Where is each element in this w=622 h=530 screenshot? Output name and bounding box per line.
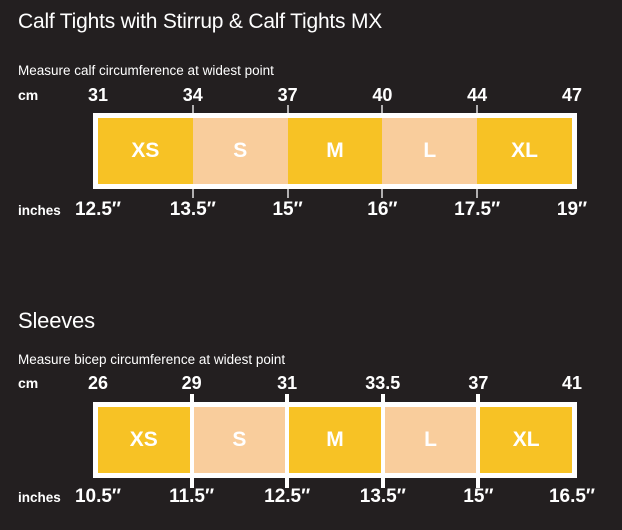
boundary-tick xyxy=(285,394,290,404)
size-bar: XS S M L XL xyxy=(93,402,577,478)
boundary-tick xyxy=(476,476,481,488)
scale-value: 15″ xyxy=(463,486,494,507)
size-segment-l: L xyxy=(382,118,478,184)
scale-value: 16″ xyxy=(367,199,398,220)
scale-value: 29 xyxy=(181,373,202,393)
boundary-tick xyxy=(191,105,194,113)
size-segment-l: L xyxy=(384,407,477,473)
scale-value: 47 xyxy=(561,85,583,105)
size-segment-xs: XS xyxy=(98,407,190,473)
scale-value: 17.5″ xyxy=(454,199,501,220)
size-label: XS xyxy=(131,139,160,162)
boundary-tick xyxy=(380,394,385,404)
size-label: L xyxy=(424,428,437,451)
size-segment-s: S xyxy=(192,118,288,184)
cm-scale-row: cm 31 34 37 40 44 47 xyxy=(0,84,622,106)
scale-value: 44 xyxy=(467,85,488,105)
cm-unit-label: cm xyxy=(18,375,39,391)
size-label: L xyxy=(423,139,437,162)
size-segment-xl: XL xyxy=(477,118,572,184)
inches-unit-label: inches xyxy=(18,203,61,218)
scale-value: 19″ xyxy=(556,199,588,220)
scale-value: 12.5″ xyxy=(264,486,311,507)
boundary-tick xyxy=(286,105,289,113)
cm-scale-row: cm 26 29 31 33.5 37 41 xyxy=(0,372,622,394)
chart-title: Sleeves xyxy=(18,308,95,333)
size-bar-segments: XS S M L XL xyxy=(98,118,572,184)
inches-scale-row: inches 10.5″ 11.5″ 12.5″ 13.5″ 15″ 16.5″ xyxy=(0,486,622,508)
cm-unit-label: cm xyxy=(18,87,39,103)
size-label: XS xyxy=(129,428,158,451)
boundary-tick xyxy=(476,189,479,198)
size-segment-s: S xyxy=(193,407,286,473)
scale-value: 33.5 xyxy=(365,373,401,393)
size-bar-segments: XS S M L XL xyxy=(98,407,572,473)
size-segment-xl: XL xyxy=(480,407,572,473)
boundary-tick xyxy=(285,476,290,488)
size-segment-m: M xyxy=(287,118,383,184)
scale-value: 31 xyxy=(87,85,109,105)
scale-value: 26 xyxy=(87,373,109,393)
size-bar: XS S M L XL xyxy=(93,113,577,189)
boundary-tick xyxy=(191,189,194,198)
scale-value: 41 xyxy=(561,373,583,393)
boundary-tick xyxy=(381,189,384,198)
boundary-tick xyxy=(476,394,481,404)
scale-value: 10.5″ xyxy=(74,486,122,507)
boundary-tick xyxy=(380,476,385,488)
boundary-tick xyxy=(381,105,384,113)
size-label: M xyxy=(326,139,344,162)
scale-value: 34 xyxy=(182,85,203,105)
scale-value: 16.5″ xyxy=(548,486,596,507)
size-segment-m: M xyxy=(289,407,381,473)
chart-subtitle: Measure calf circumference at widest poi… xyxy=(18,63,274,78)
boundary-tick xyxy=(189,476,194,488)
size-segment-xs: XS xyxy=(98,118,193,184)
inches-unit-label: inches xyxy=(18,490,61,505)
size-label: XL xyxy=(512,428,540,451)
boundary-tick xyxy=(189,394,194,404)
scale-value: 15″ xyxy=(272,199,303,220)
scale-value: 13.5″ xyxy=(169,199,216,220)
sleeves-size-chart: Sleeves Measure bicep circumference at w… xyxy=(0,308,622,520)
scale-value: 13.5″ xyxy=(359,486,406,507)
size-label: S xyxy=(232,428,247,451)
scale-value: 31 xyxy=(277,373,298,393)
scale-value: 37 xyxy=(468,373,489,393)
boundary-tick xyxy=(476,105,479,113)
scale-value: 37 xyxy=(277,85,298,105)
chart-title: Calf Tights with Stirrup & Calf Tights M… xyxy=(18,10,383,33)
scale-value: 40 xyxy=(372,85,393,105)
scale-value: 12.5″ xyxy=(74,199,122,220)
chart-subtitle: Measure bicep circumference at widest po… xyxy=(18,352,286,367)
size-label: S xyxy=(233,139,248,162)
boundary-tick xyxy=(286,189,289,198)
calf-tights-size-chart: Calf Tights with Stirrup & Calf Tights M… xyxy=(0,10,622,240)
scale-value: 11.5″ xyxy=(169,486,215,507)
inches-scale-row: inches 12.5″ 13.5″ 15″ 16″ 17.5″ 19″ xyxy=(0,199,622,221)
size-label: M xyxy=(326,428,344,451)
size-label: XL xyxy=(511,139,538,162)
